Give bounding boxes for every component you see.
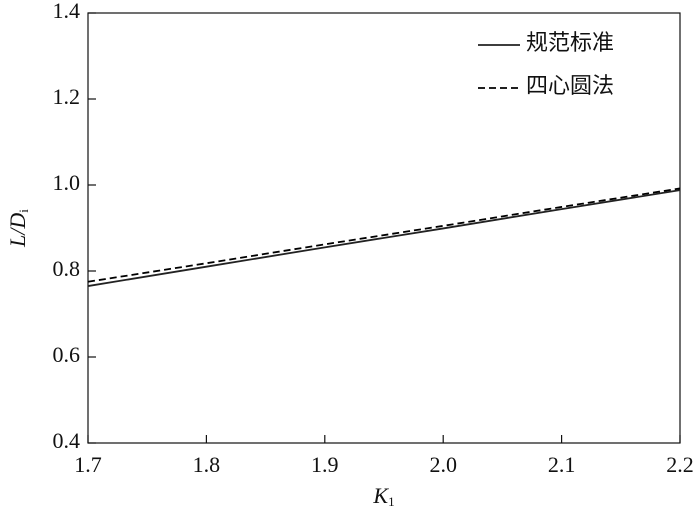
x-axis-label: K1 xyxy=(372,483,394,509)
y-tick-label: 0.8 xyxy=(53,256,81,281)
y-tick-label: 1.2 xyxy=(53,84,81,109)
x-tick-label: 2.1 xyxy=(548,452,576,477)
y-axis-label-main: L/D xyxy=(5,213,30,248)
x-tick-label: 2.2 xyxy=(666,452,694,477)
x-tick-label: 1.7 xyxy=(74,452,102,477)
y-axis-label: L/Di xyxy=(5,209,31,248)
x-tick-label: 1.9 xyxy=(311,452,339,477)
x-tick-label: 2.0 xyxy=(429,452,457,477)
series-line xyxy=(87,189,681,287)
y-axis-label-sub: i xyxy=(16,209,31,213)
legend-label: 规范标准 xyxy=(526,30,614,55)
y-tick-label: 0.6 xyxy=(53,342,81,367)
plot-frame xyxy=(87,12,681,444)
series-line xyxy=(87,187,681,283)
legend-label: 四心圆法 xyxy=(526,73,614,98)
y-tick-label: 0.4 xyxy=(53,428,81,453)
x-axis-label-main: K xyxy=(372,483,389,508)
x-axis-label-sub: 1 xyxy=(388,494,395,509)
x-tick-label: 1.8 xyxy=(193,452,221,477)
y-tick-label: 1.0 xyxy=(53,170,81,195)
y-tick-label: 1.4 xyxy=(53,0,81,23)
